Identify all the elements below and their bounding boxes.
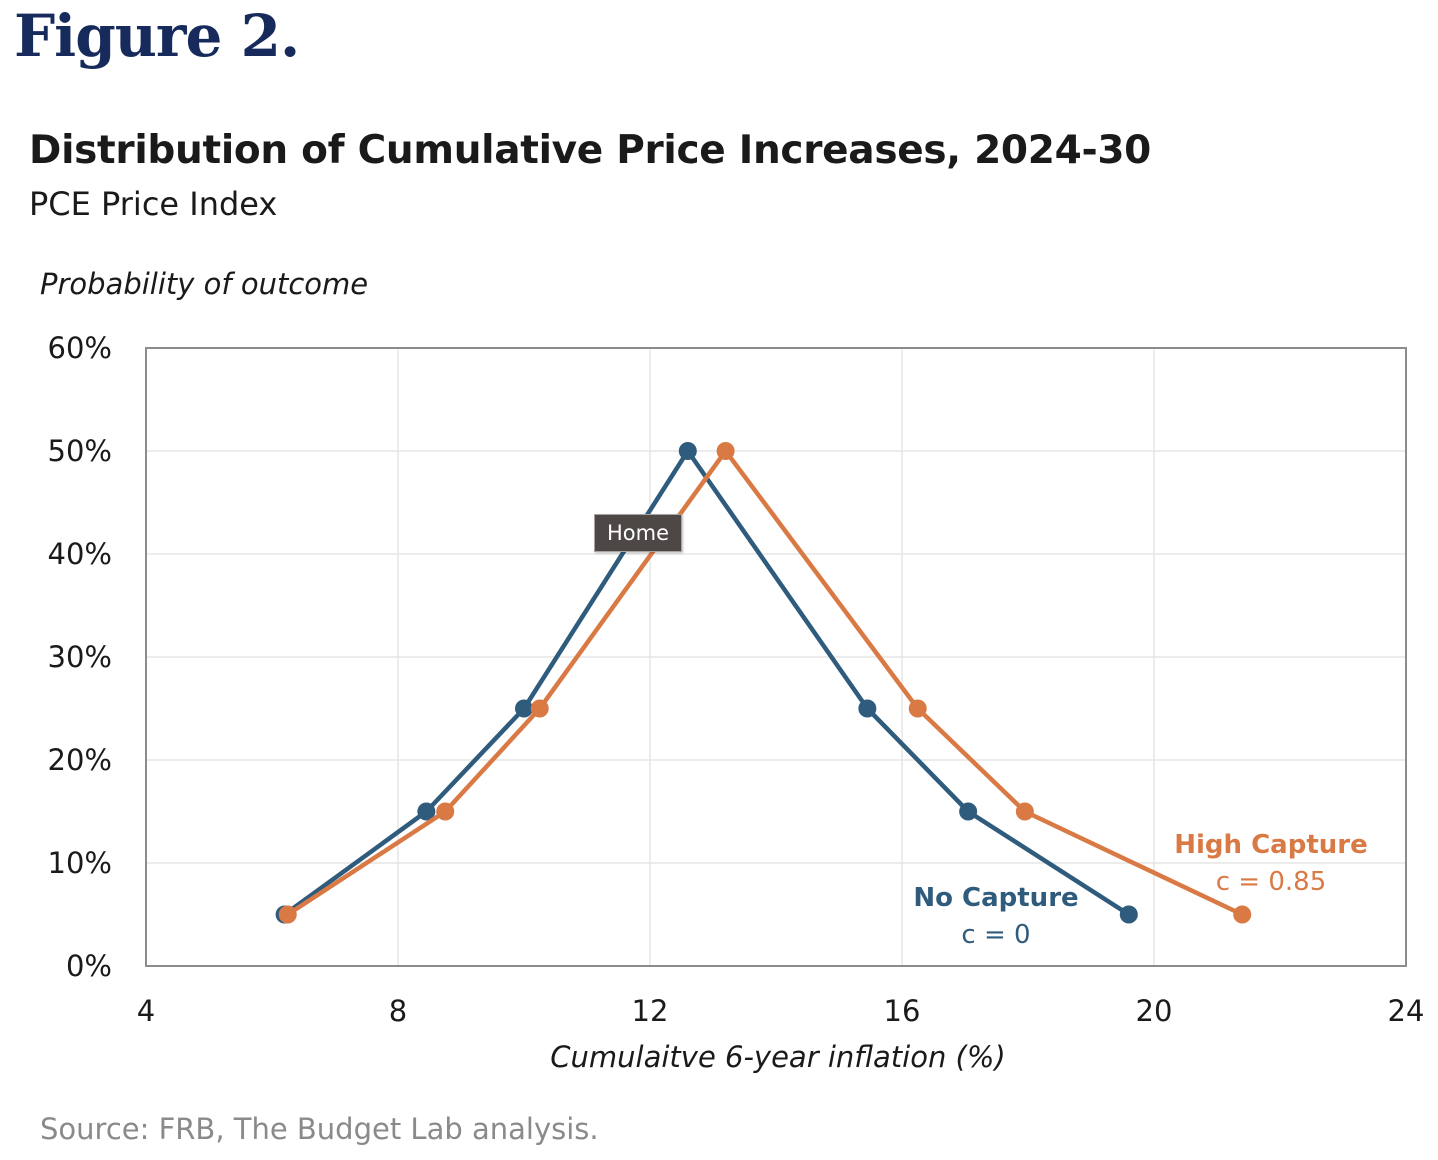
x-tick-label: 20 bbox=[1136, 994, 1173, 1028]
figure-label: Figure 2. bbox=[14, 2, 300, 70]
y-tick-label: 0% bbox=[66, 949, 112, 983]
y-tick-label: 10% bbox=[48, 846, 112, 880]
y-tick-label: 20% bbox=[48, 743, 112, 777]
legend-no-capture: No Capture c = 0 bbox=[913, 883, 1078, 950]
series-no-capture bbox=[275, 442, 1138, 924]
data-point-no-capture bbox=[1119, 905, 1138, 924]
series-line-high-capture bbox=[285, 448, 1245, 917]
data-point-high-capture bbox=[1015, 802, 1034, 821]
data-point-high-capture bbox=[278, 905, 297, 924]
data-point-high-capture bbox=[1233, 905, 1252, 924]
series-layer bbox=[275, 442, 1252, 924]
legend-high-capture-name: High Capture bbox=[1174, 830, 1367, 860]
data-point-no-capture bbox=[959, 802, 978, 821]
legend-no-capture-name: No Capture bbox=[913, 883, 1078, 913]
y-tick-label: 50% bbox=[48, 434, 112, 468]
data-point-high-capture bbox=[908, 699, 927, 718]
y-tick-label: 60% bbox=[48, 331, 112, 365]
y-tick-label: 40% bbox=[48, 537, 112, 571]
chart-title: Distribution of Cumulative Price Increas… bbox=[29, 128, 1152, 173]
data-point-no-capture bbox=[417, 802, 436, 821]
x-axis-ticks: 4 8 12 16 20 24 bbox=[137, 994, 1425, 1028]
data-point-no-capture bbox=[858, 699, 877, 718]
y-axis-label: Probability of outcome bbox=[40, 267, 369, 301]
x-tick-label: 4 bbox=[137, 994, 155, 1028]
home-tooltip: Home bbox=[594, 514, 682, 552]
series-high-capture bbox=[278, 442, 1252, 924]
y-tick-label: 30% bbox=[48, 640, 112, 674]
x-tick-label: 16 bbox=[884, 994, 921, 1028]
legend-high-capture: High Capture c = 0.85 bbox=[1174, 830, 1367, 897]
grid-lines bbox=[146, 348, 1406, 966]
data-point-high-capture bbox=[716, 442, 735, 460]
plot-frame bbox=[145, 347, 1407, 967]
x-tick-label: 24 bbox=[1388, 994, 1425, 1028]
legend-high-capture-param: c = 0.85 bbox=[1216, 867, 1327, 897]
y-axis-ticks: 0% 10% 20% 30% 40% 50% 60% bbox=[48, 331, 112, 983]
x-tick-label: 12 bbox=[632, 994, 669, 1028]
data-point-no-capture bbox=[678, 442, 697, 460]
data-point-high-capture bbox=[530, 699, 549, 718]
data-point-no-capture bbox=[515, 699, 533, 718]
series-line-no-capture bbox=[282, 448, 1132, 917]
data-point-high-capture bbox=[436, 802, 455, 821]
x-tick-label: 8 bbox=[389, 994, 407, 1028]
legend-no-capture-param: c = 0 bbox=[961, 920, 1030, 950]
chart-subtitle: PCE Price Index bbox=[29, 185, 278, 223]
source-note: Source: FRB, The Budget Lab analysis. bbox=[40, 1112, 599, 1146]
x-axis-label: Cumulaitve 6-year inflation (%) bbox=[550, 1040, 1005, 1074]
